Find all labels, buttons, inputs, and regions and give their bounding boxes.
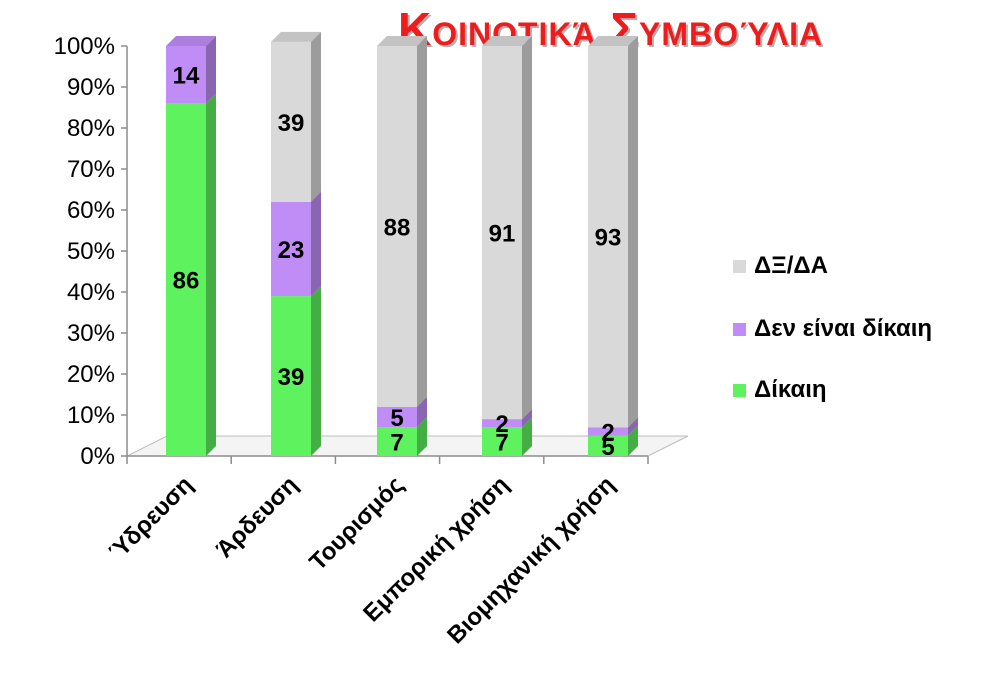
data-label: 39 [278, 364, 305, 391]
bar-segment-side [311, 286, 321, 456]
bar-segment-top [588, 36, 638, 46]
data-label: 23 [278, 237, 305, 264]
legend-label: Δεν είναι δίκαιη [754, 315, 932, 342]
y-tick-label: 10% [67, 402, 115, 429]
bar-segment-side [417, 36, 427, 407]
bar-segment-side [522, 36, 532, 420]
data-label: 2 [601, 419, 614, 446]
bar-segment-side [206, 93, 216, 457]
x-category-label: Τουρισμός [304, 471, 409, 576]
bar-segment-top [166, 36, 216, 46]
legend-swatch [733, 260, 746, 273]
x-category-label: Άρδευση [211, 471, 303, 563]
bar-segment [482, 46, 522, 420]
bar-segment [588, 427, 628, 436]
data-label: 7 [495, 430, 508, 457]
bar-segment [271, 296, 311, 456]
data-label: 14 [173, 63, 200, 90]
bar-segment-top [482, 36, 532, 46]
bar-segment [377, 406, 417, 428]
y-tick-label: 70% [67, 156, 115, 183]
bar-segment [271, 201, 311, 297]
bar-segment [588, 435, 628, 456]
y-tick-label: 80% [67, 115, 115, 142]
bar-segment-top [377, 36, 427, 46]
x-category-label: Ύδρευση [103, 471, 198, 566]
bar-segment-side [628, 36, 638, 428]
legend-swatch [733, 323, 746, 336]
legend-label: ΔΞ/ΔΑ [754, 252, 828, 279]
bar-segment [271, 41, 311, 202]
y-tick-label: 50% [67, 238, 115, 265]
data-label: 88 [384, 214, 411, 241]
bar-segment-side [522, 417, 532, 456]
bar-segment-side [628, 425, 638, 456]
bar-segment-side [311, 191, 321, 297]
bar-segment [377, 46, 417, 407]
bar-segment-side [417, 417, 427, 456]
y-tick-label: 90% [67, 74, 115, 101]
y-tick-label: 30% [67, 320, 115, 347]
y-tick-label: 0% [80, 443, 115, 470]
y-tick-label: 40% [67, 279, 115, 306]
bar-segment [166, 46, 206, 104]
data-label: 2 [495, 411, 508, 438]
bar-segment [377, 427, 417, 456]
bar-segment-side [417, 396, 427, 428]
bar-segment-side [311, 31, 321, 202]
bar-segment [588, 46, 628, 428]
bar-segment [482, 427, 522, 456]
data-label: 93 [595, 225, 622, 252]
data-label: 5 [601, 434, 614, 461]
legend-label: Δίκαιη [754, 376, 827, 403]
data-label: 7 [390, 430, 403, 457]
bar-segment-top [271, 31, 321, 42]
bar-segment [166, 103, 206, 457]
bar-segment [482, 419, 522, 428]
data-label: 5 [390, 405, 403, 432]
y-tick-label: 20% [67, 361, 115, 388]
y-tick-label: 60% [67, 197, 115, 224]
data-label: 39 [278, 110, 305, 137]
data-label: 91 [489, 221, 516, 248]
bar-segment-side [206, 36, 216, 104]
legend-swatch [733, 384, 746, 397]
bar-segment-side [522, 409, 532, 428]
bar-segment-side [628, 417, 638, 436]
y-tick-label: 100% [54, 33, 115, 60]
data-label: 86 [173, 268, 200, 295]
